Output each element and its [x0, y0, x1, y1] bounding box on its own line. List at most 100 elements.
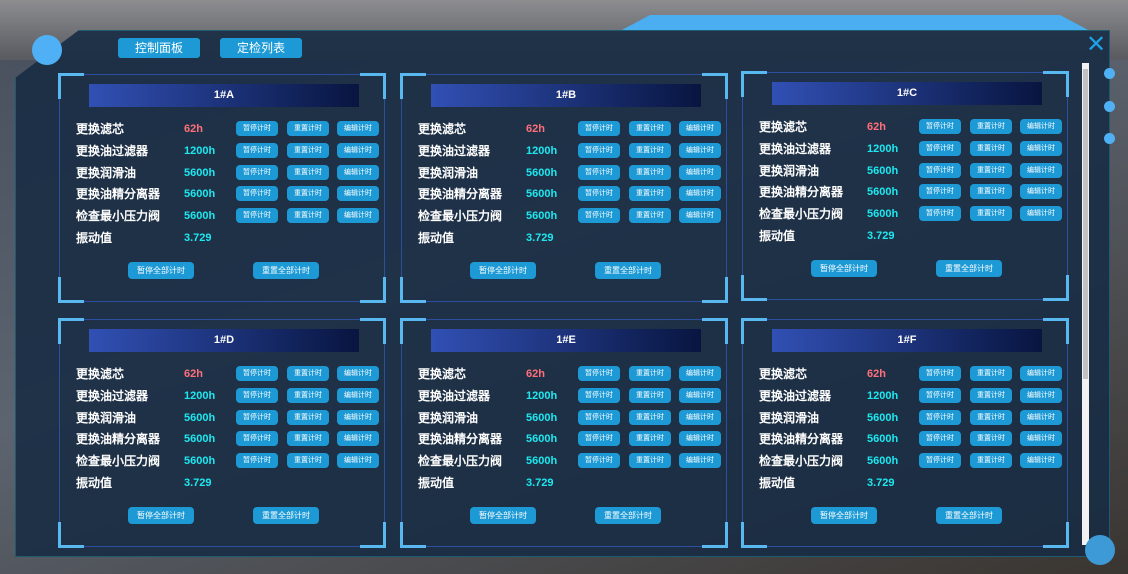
edit-timer-button[interactable]: 编辑计时 — [1020, 206, 1062, 221]
edit-timer-button[interactable]: 编辑计时 — [679, 431, 721, 446]
edit-timer-button[interactable]: 编辑计时 — [337, 121, 379, 136]
edit-timer-button[interactable]: 编辑计时 — [1020, 410, 1062, 425]
pause-timer-button[interactable]: 暂停计时 — [236, 186, 278, 201]
pause-timer-button[interactable]: 暂停计时 — [919, 184, 961, 199]
pause-timer-button[interactable]: 暂停计时 — [236, 453, 278, 468]
reset-all-button[interactable]: 重置全部计时 — [595, 262, 661, 279]
edit-timer-button[interactable]: 编辑计时 — [337, 453, 379, 468]
edit-timer-button[interactable]: 编辑计时 — [679, 143, 721, 158]
reset-timer-button[interactable]: 重置计时 — [629, 410, 671, 425]
pause-timer-button[interactable]: 暂停计时 — [236, 410, 278, 425]
inspection-list-tab[interactable]: 定检列表 — [220, 38, 302, 58]
pause-timer-button[interactable]: 暂停计时 — [578, 453, 620, 468]
edit-timer-button[interactable]: 编辑计时 — [1020, 388, 1062, 403]
pause-timer-button[interactable]: 暂停计时 — [236, 388, 278, 403]
reset-all-button[interactable]: 重置全部计时 — [936, 507, 1002, 524]
reset-timer-button[interactable]: 重置计时 — [287, 121, 329, 136]
reset-all-button[interactable]: 重置全部计时 — [595, 507, 661, 524]
reset-timer-button[interactable]: 重置计时 — [970, 119, 1012, 134]
edit-timer-button[interactable]: 编辑计时 — [1020, 184, 1062, 199]
pause-timer-button[interactable]: 暂停计时 — [919, 410, 961, 425]
pause-timer-button[interactable]: 暂停计时 — [919, 141, 961, 156]
pause-timer-button[interactable]: 暂停计时 — [578, 388, 620, 403]
reset-timer-button[interactable]: 重置计时 — [970, 431, 1012, 446]
edit-timer-button[interactable]: 编辑计时 — [679, 165, 721, 180]
reset-all-button[interactable]: 重置全部计时 — [253, 507, 319, 524]
edit-timer-button[interactable]: 编辑计时 — [1020, 453, 1062, 468]
control-panel-tab[interactable]: 控制面板 — [118, 38, 200, 58]
reset-timer-button[interactable]: 重置计时 — [970, 366, 1012, 381]
reset-all-button[interactable]: 重置全部计时 — [936, 260, 1002, 277]
reset-timer-button[interactable]: 重置计时 — [629, 121, 671, 136]
reset-timer-button[interactable]: 重置计时 — [629, 186, 671, 201]
reset-timer-button[interactable]: 重置计时 — [287, 165, 329, 180]
scrollbar[interactable] — [1082, 63, 1089, 545]
reset-timer-button[interactable]: 重置计时 — [629, 143, 671, 158]
reset-timer-button[interactable]: 重置计时 — [287, 410, 329, 425]
pause-timer-button[interactable]: 暂停计时 — [578, 186, 620, 201]
reset-timer-button[interactable]: 重置计时 — [970, 141, 1012, 156]
edit-timer-button[interactable]: 编辑计时 — [679, 388, 721, 403]
pause-timer-button[interactable]: 暂停计时 — [919, 206, 961, 221]
edit-timer-button[interactable]: 编辑计时 — [1020, 431, 1062, 446]
edit-timer-button[interactable]: 编辑计时 — [1020, 141, 1062, 156]
pause-timer-button[interactable]: 暂停计时 — [236, 208, 278, 223]
reset-all-button[interactable]: 重置全部计时 — [253, 262, 319, 279]
reset-timer-button[interactable]: 重置计时 — [287, 366, 329, 381]
reset-timer-button[interactable]: 重置计时 — [970, 206, 1012, 221]
edit-timer-button[interactable]: 编辑计时 — [679, 410, 721, 425]
reset-timer-button[interactable]: 重置计时 — [629, 165, 671, 180]
reset-timer-button[interactable]: 重置计时 — [970, 388, 1012, 403]
pause-timer-button[interactable]: 暂停计时 — [578, 165, 620, 180]
pause-all-button[interactable]: 暂停全部计时 — [128, 507, 194, 524]
edit-timer-button[interactable]: 编辑计时 — [337, 208, 379, 223]
reset-timer-button[interactable]: 重置计时 — [629, 208, 671, 223]
reset-timer-button[interactable]: 重置计时 — [629, 453, 671, 468]
edit-timer-button[interactable]: 编辑计时 — [337, 143, 379, 158]
reset-timer-button[interactable]: 重置计时 — [970, 453, 1012, 468]
edit-timer-button[interactable]: 编辑计时 — [679, 121, 721, 136]
pause-timer-button[interactable]: 暂停计时 — [578, 143, 620, 158]
pause-timer-button[interactable]: 暂停计时 — [919, 431, 961, 446]
edit-timer-button[interactable]: 编辑计时 — [679, 453, 721, 468]
edit-timer-button[interactable]: 编辑计时 — [1020, 119, 1062, 134]
reset-timer-button[interactable]: 重置计时 — [287, 453, 329, 468]
reset-timer-button[interactable]: 重置计时 — [287, 208, 329, 223]
edit-timer-button[interactable]: 编辑计时 — [337, 186, 379, 201]
pause-timer-button[interactable]: 暂停计时 — [919, 388, 961, 403]
reset-timer-button[interactable]: 重置计时 — [970, 163, 1012, 178]
edit-timer-button[interactable]: 编辑计时 — [337, 165, 379, 180]
pause-timer-button[interactable]: 暂停计时 — [578, 366, 620, 381]
pause-timer-button[interactable]: 暂停计时 — [236, 165, 278, 180]
edit-timer-button[interactable]: 编辑计时 — [1020, 163, 1062, 178]
edit-timer-button[interactable]: 编辑计时 — [337, 431, 379, 446]
pause-all-button[interactable]: 暂停全部计时 — [811, 260, 877, 277]
close-icon[interactable]: ✕ — [1086, 31, 1107, 58]
edit-timer-button[interactable]: 编辑计时 — [1020, 366, 1062, 381]
pause-timer-button[interactable]: 暂停计时 — [578, 208, 620, 223]
pause-timer-button[interactable]: 暂停计时 — [919, 119, 961, 134]
edit-timer-button[interactable]: 编辑计时 — [337, 410, 379, 425]
pause-timer-button[interactable]: 暂停计时 — [919, 453, 961, 468]
scrollbar-thumb[interactable] — [1083, 69, 1088, 379]
reset-timer-button[interactable]: 重置计时 — [629, 431, 671, 446]
pause-all-button[interactable]: 暂停全部计时 — [470, 507, 536, 524]
pause-all-button[interactable]: 暂停全部计时 — [128, 262, 194, 279]
reset-timer-button[interactable]: 重置计时 — [287, 143, 329, 158]
reset-timer-button[interactable]: 重置计时 — [287, 388, 329, 403]
edit-timer-button[interactable]: 编辑计时 — [679, 366, 721, 381]
edit-timer-button[interactable]: 编辑计时 — [337, 366, 379, 381]
reset-timer-button[interactable]: 重置计时 — [629, 366, 671, 381]
reset-timer-button[interactable]: 重置计时 — [629, 388, 671, 403]
pause-timer-button[interactable]: 暂停计时 — [236, 121, 278, 136]
pause-all-button[interactable]: 暂停全部计时 — [811, 507, 877, 524]
reset-timer-button[interactable]: 重置计时 — [287, 431, 329, 446]
pause-timer-button[interactable]: 暂停计时 — [236, 143, 278, 158]
pause-timer-button[interactable]: 暂停计时 — [919, 163, 961, 178]
pause-timer-button[interactable]: 暂停计时 — [236, 431, 278, 446]
edit-timer-button[interactable]: 编辑计时 — [679, 208, 721, 223]
pause-timer-button[interactable]: 暂停计时 — [578, 431, 620, 446]
pause-timer-button[interactable]: 暂停计时 — [236, 366, 278, 381]
pause-timer-button[interactable]: 暂停计时 — [578, 410, 620, 425]
pause-timer-button[interactable]: 暂停计时 — [919, 366, 961, 381]
